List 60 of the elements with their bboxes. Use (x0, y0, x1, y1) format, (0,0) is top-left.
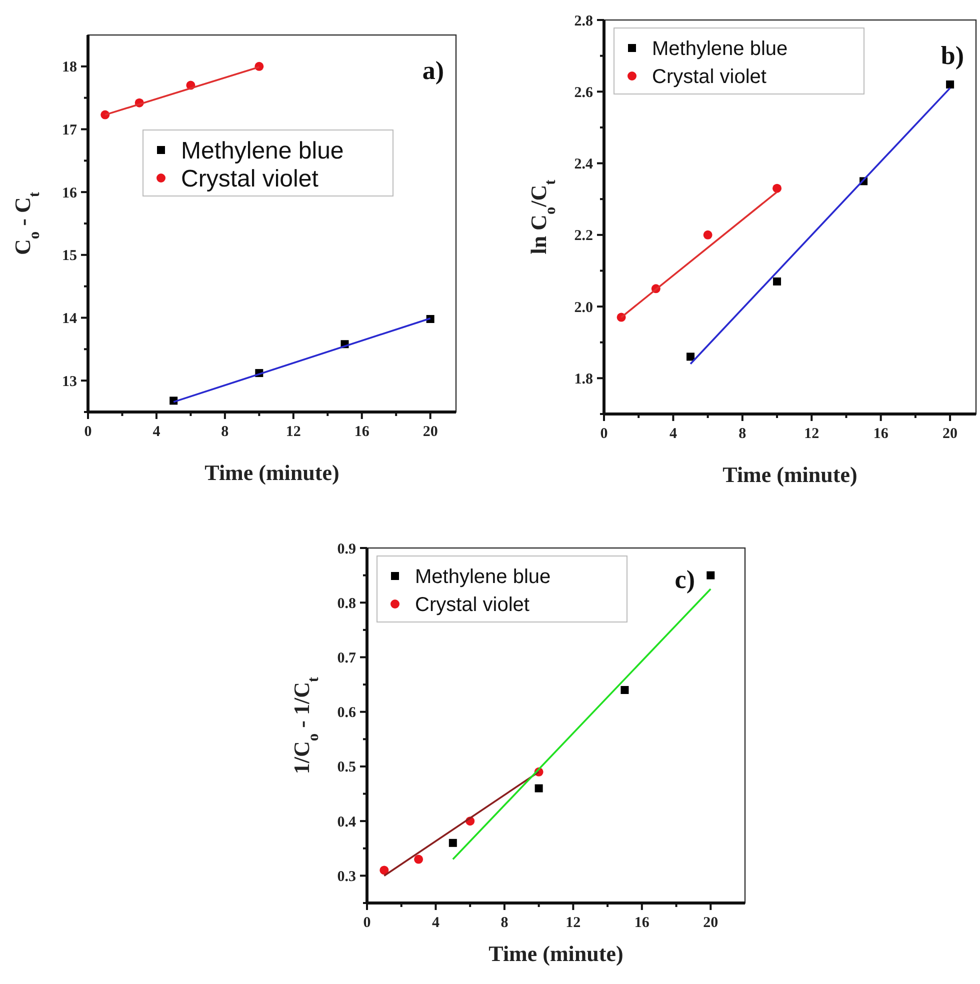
annotation: c) (674, 565, 695, 594)
y-tick-label: 17 (62, 122, 78, 138)
x-axis-title: Time (minute) (722, 462, 858, 487)
y-tick-label: 0.5 (337, 760, 356, 776)
x-tick-label: 16 (634, 915, 650, 931)
x-tick-label: 16 (354, 424, 370, 440)
annotation: b) (940, 41, 964, 70)
y-tick-label: 2.6 (574, 84, 594, 101)
annotation: a) (422, 56, 444, 85)
x-axis-title: Time (minute) (204, 460, 340, 485)
x-tick-label: 20 (422, 424, 438, 440)
y-tick-label: 2.2 (574, 228, 593, 244)
x-axis-title: Time (minute) (488, 941, 624, 966)
y-tick-label: 2.4 (574, 156, 594, 173)
point (703, 230, 712, 240)
y-tick-label: 0.3 (337, 868, 356, 885)
legend-label: Crystal violet (181, 165, 319, 192)
y-tick-label: 2.0 (574, 300, 593, 316)
x-tick-label: 12 (286, 424, 301, 440)
x-tick-label: 20 (703, 915, 718, 931)
point (686, 352, 695, 361)
x-tick-label: 12 (804, 426, 820, 442)
x-tick-label: 8 (500, 915, 508, 931)
x-tick-label: 8 (221, 424, 229, 440)
point (620, 686, 629, 694)
x-tick-label: 4 (669, 426, 678, 442)
legend-label: Methylene blue (652, 38, 788, 60)
x-tick-label: 0 (84, 424, 92, 440)
x-tick-label: 12 (566, 915, 581, 931)
point (534, 784, 543, 792)
x-tick-label: 0 (600, 426, 608, 442)
point (946, 80, 954, 88)
y-tick-label: 13 (62, 374, 77, 390)
y-tick-label: 0.7 (337, 650, 356, 666)
legend-label: Crystal violet (415, 594, 530, 616)
x-tick-label: 16 (873, 426, 889, 442)
x-tick-label: 20 (942, 426, 958, 442)
point (380, 866, 389, 875)
y-tick-label: 2.8 (574, 13, 593, 30)
y-tick-label: 18 (62, 60, 77, 76)
y-tick-label: 0.4 (337, 814, 356, 830)
point (772, 184, 782, 193)
y-tick-label: 1.8 (574, 371, 593, 388)
y-tick-label: 14 (62, 311, 78, 327)
y-tick-label: 15 (62, 248, 77, 264)
legend-label: Methylene blue (181, 137, 344, 164)
y-tick-label: 0.8 (337, 596, 356, 612)
legend-label: Crystal violet (652, 66, 767, 88)
y-tick-label: 16 (62, 185, 78, 202)
y-tick-label: 0.9 (337, 541, 356, 558)
x-tick-label: 8 (738, 426, 746, 442)
point (706, 571, 715, 580)
point (414, 854, 424, 864)
x-tick-label: 0 (363, 915, 371, 931)
point (773, 277, 782, 286)
y-tick-label: 0.6 (337, 705, 356, 722)
x-tick-label: 4 (432, 915, 440, 931)
x-tick-label: 4 (152, 424, 161, 440)
point (448, 838, 457, 847)
legend-label: Methylene blue (415, 566, 551, 588)
